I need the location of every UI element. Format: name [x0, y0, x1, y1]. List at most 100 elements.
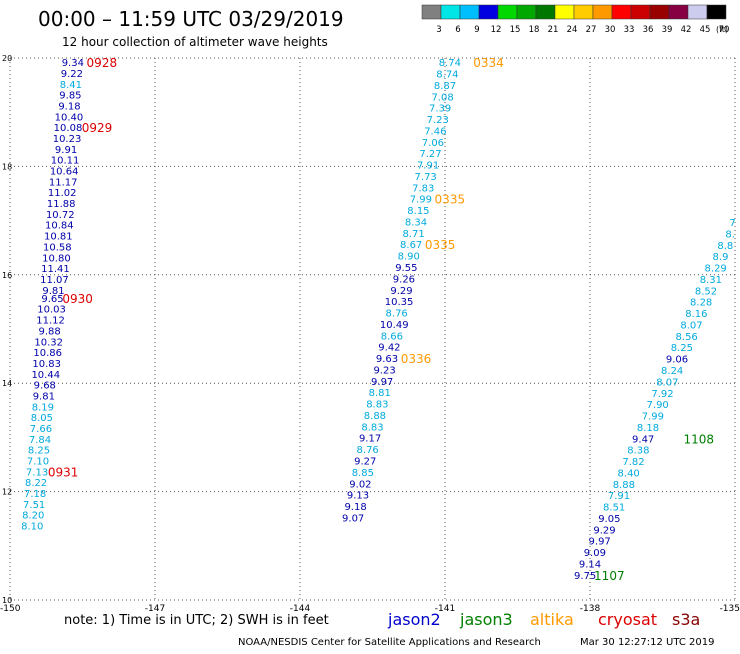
colorbar-swatch [478, 4, 499, 20]
swh-value-label: 11.88 [47, 199, 76, 210]
pass-time-label: 0335 [425, 238, 456, 252]
swh-value-label: 8.31 [700, 275, 722, 286]
swh-value-label: 11.02 [48, 188, 77, 199]
colorbar-label: 3 [436, 25, 441, 35]
colorbar-swatch [592, 4, 613, 20]
pass-time-label: 0931 [48, 465, 79, 479]
x-tick-label: -141 [435, 604, 455, 614]
swh-value-label: 11.41 [41, 264, 70, 275]
swh-value-label: 9.27 [354, 457, 376, 468]
swh-value-label: 8.66 [381, 331, 403, 342]
swh-value-label: 7.23 [427, 115, 449, 126]
swh-value-label: 7.46 [424, 126, 446, 137]
pass-time-label: 0336 [401, 352, 432, 366]
swh-value-label: 9.22 [61, 69, 83, 80]
swh-value-label: 8.07 [680, 320, 702, 331]
swh-value-label: 8.25 [671, 343, 693, 354]
y-tick-label: 10 [2, 596, 12, 605]
swh-value-label: 10.32 [34, 337, 63, 348]
swh-value-label: 8.8 [717, 241, 733, 252]
swh-value-label: 8.34 [405, 217, 427, 228]
colorbar: 3 6 9 12 15 18 21 24 27 30 33 36 39 42 45 70(ft) [421, 4, 729, 35]
swh-value-label: 8.24 [661, 366, 683, 377]
colorbar-swatch [516, 4, 537, 20]
swh-value-label: 8.51 [603, 503, 625, 514]
pass-time-label: 0930 [62, 292, 93, 306]
swh-value-label: 10.03 [37, 305, 66, 316]
pass-time-label: 0334 [473, 56, 504, 70]
swh-value-label: 8.25 [28, 446, 50, 457]
y-tick-label: 20 [2, 54, 12, 63]
grid-lines [9, 57, 736, 601]
swh-value-label: 7.82 [622, 457, 644, 468]
swh-value-label: 10.81 [44, 232, 73, 243]
legend-altika: altika [530, 610, 574, 629]
track-jason3: 78.8.88.98.298.318.528.288.168.078.568.2… [574, 218, 736, 583]
swh-value-label: 10.40 [55, 112, 84, 123]
pass-time-label: 0928 [87, 56, 118, 70]
swh-value-label: 9.02 [349, 479, 371, 490]
x-tick-labels: -150 -147 -144 -141 -138 -135 [0, 604, 740, 614]
swh-value-label: 10.35 [385, 297, 414, 308]
legend-jason2: jason2 [387, 610, 441, 629]
swh-value-label: 10.64 [50, 167, 79, 178]
swh-value-label: 8.56 [676, 332, 698, 343]
swh-value-label: 8.41 [60, 80, 82, 91]
swh-value-label: 10.80 [42, 253, 71, 264]
swh-value-label: 10.58 [43, 242, 72, 253]
swh-value-label: 9.55 [395, 263, 417, 274]
swh-value-label: 10.11 [51, 156, 80, 167]
swh-value-label: 8.76 [386, 309, 408, 320]
swh-value-label: 8.22 [25, 478, 47, 489]
swh-value-label: 9.47 [632, 434, 654, 445]
swh-value-label: 11.12 [36, 316, 65, 327]
swh-value-label: 9.13 [347, 491, 369, 502]
swh-value-label: 8.10 [21, 522, 43, 533]
swh-value-label: 8.19 [32, 402, 54, 413]
swh-value-label: 9.23 [373, 365, 395, 376]
swh-value-label: 9.06 [666, 355, 688, 366]
swh-value-label: 8. [725, 229, 735, 240]
swh-value-label: 9.68 [34, 381, 56, 392]
swh-value-label: 8.15 [407, 206, 429, 217]
swh-value-label: 9.63 [376, 354, 398, 365]
swh-value-label: 7.83 [412, 183, 434, 194]
pass-time-label: 1108 [683, 432, 714, 446]
satellite-legend: jason2 jason3 altika cryosat s3a [387, 610, 700, 629]
x-tick-label: -135 [720, 604, 740, 614]
swh-value-label: 10.44 [31, 370, 60, 381]
swh-value-label: 8.07 [656, 377, 678, 388]
swh-value-label: 10.72 [46, 210, 75, 221]
swh-value-label: 8.76 [357, 445, 379, 456]
swh-value-label: 9.88 [39, 326, 61, 337]
swh-value-label: 8.81 [369, 388, 391, 399]
swh-value-label: 8.87 [434, 81, 456, 92]
swh-value-label: 11.07 [40, 275, 69, 286]
colorbar-label: 27 [586, 25, 597, 35]
chart-subtitle: 12 hour collection of altimeter wave hei… [62, 35, 328, 49]
swh-value-label: 9.81 [33, 391, 55, 402]
swh-value-label: 7.27 [419, 149, 441, 160]
swh-value-label: 9.42 [378, 343, 400, 354]
colorbar-swatch [440, 4, 461, 20]
swh-value-label: 9.14 [579, 559, 601, 570]
colorbar-swatch [706, 4, 727, 20]
swh-value-label: 7.91 [417, 161, 439, 172]
swh-value-label: 7.13 [26, 467, 48, 478]
colorbar-swatch [459, 4, 480, 20]
swh-value-label: 8.90 [398, 252, 420, 263]
y-tick-label: 14 [2, 379, 12, 388]
colorbar-label: 30 [605, 25, 616, 35]
swh-value-label: 9.07 [342, 513, 364, 524]
swh-value-label: 7.91 [608, 491, 630, 502]
swh-value-label: 8.28 [690, 298, 712, 309]
swh-value-label: 9.09 [584, 548, 606, 559]
track-cryosat: 9.349.228.419.859.1810.4010.0810.239.911… [21, 56, 117, 532]
swh-value-label: 9.97 [589, 537, 611, 548]
swh-value-label: 7.84 [29, 435, 51, 446]
swh-value-label: 7.06 [422, 138, 444, 149]
swh-value-label: 9.29 [593, 525, 615, 536]
colorbar-swatch [535, 4, 556, 20]
satellite-tracks: 9.349.228.419.859.1810.4010.0810.239.911… [21, 56, 736, 583]
